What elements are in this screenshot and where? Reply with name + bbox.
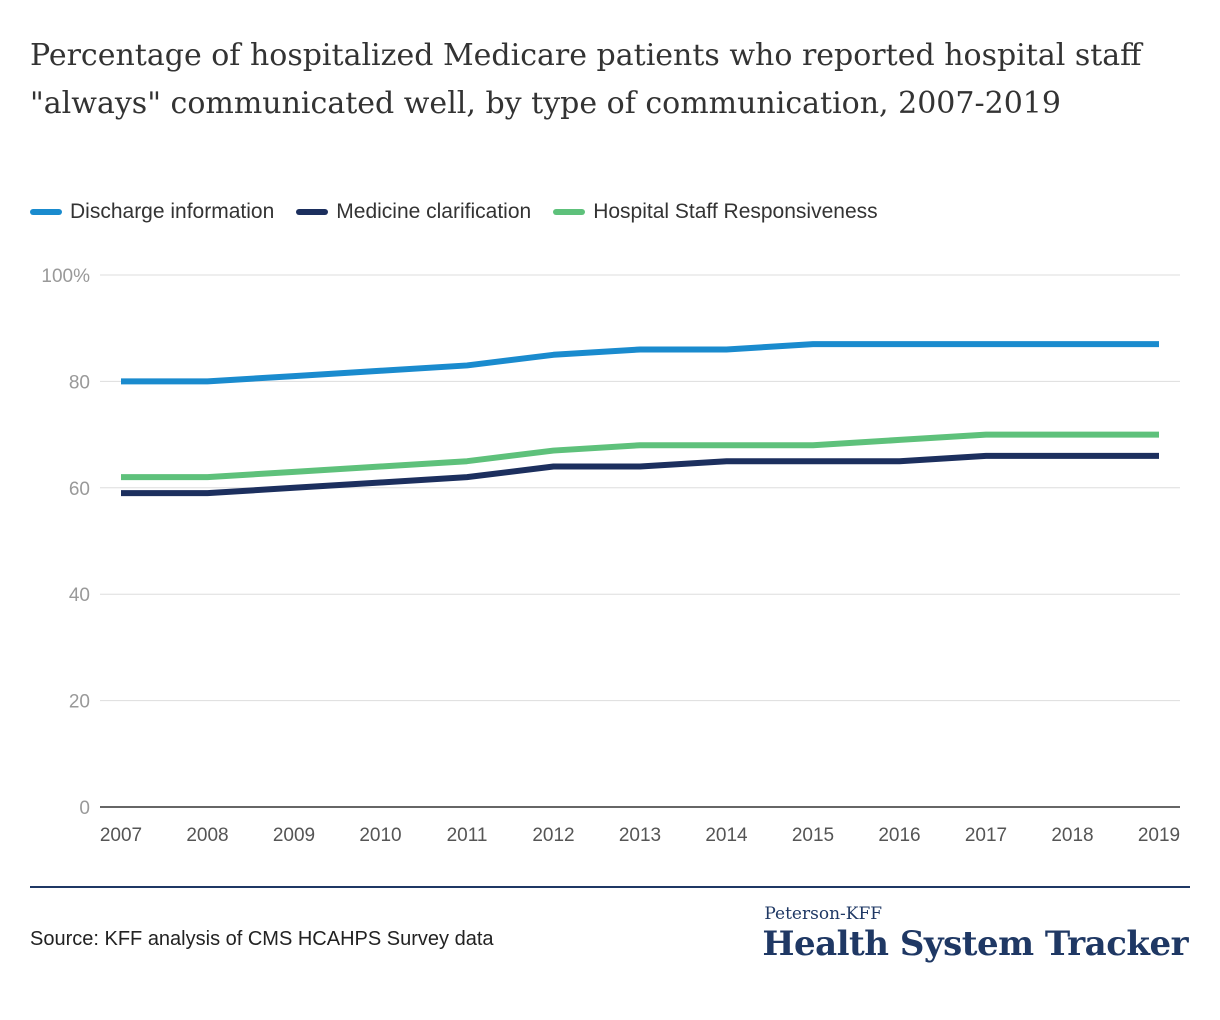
- legend-item-medicine: Medicine clarification: [296, 200, 531, 224]
- x-tick-label: 2009: [273, 825, 315, 846]
- legend: Discharge information Medicine clarifica…: [30, 200, 900, 224]
- legend-label-medicine: Medicine clarification: [336, 200, 532, 223]
- x-tick-label: 2012: [532, 825, 574, 846]
- x-tick-label: 2013: [619, 825, 661, 846]
- x-tick-label: 2017: [965, 825, 1007, 846]
- y-tick-label: 40: [69, 585, 90, 606]
- x-tick-label: 2014: [705, 825, 748, 846]
- x-tick-label: 2007: [100, 825, 142, 846]
- source-note: Source: KFF analysis of CMS HCAHPS Surve…: [30, 928, 494, 950]
- series-line-discharge-information: [121, 341, 1159, 385]
- x-tick-label: 2018: [1051, 825, 1093, 846]
- brand-logo: Peterson-KFF Health System Tracker: [762, 904, 1188, 964]
- legend-label-responsiveness: Hospital Staff Responsiveness: [593, 200, 878, 223]
- x-tick-label: 2016: [878, 825, 920, 846]
- legend-swatch-responsiveness: [553, 209, 586, 215]
- footer-divider: [30, 886, 1190, 888]
- y-tick-label: 100%: [41, 266, 90, 287]
- brand-top-text: Peterson-KFF: [764, 904, 883, 924]
- x-tick-label: 2008: [186, 825, 228, 846]
- brand-main-text: Health System Tracker: [762, 924, 1188, 964]
- y-tick-label: 20: [69, 692, 90, 713]
- chart-title: Percentage of hospitalized Medicare pati…: [30, 38, 1142, 121]
- legend-swatch-discharge: [30, 209, 62, 215]
- series-line-hospital-staff-responsiveness: [121, 431, 1159, 481]
- x-tick-label: 2019: [1138, 825, 1180, 846]
- x-tick-label: 2015: [792, 825, 834, 846]
- legend-item-responsiveness: Hospital Staff Responsiveness: [553, 200, 878, 224]
- legend-label-discharge: Discharge information: [70, 200, 275, 223]
- line-chart: 0 20 40 60 80 100% 2007 2008 2009 2010 2011 2012 201…: [41, 266, 1180, 846]
- legend-item-discharge: Discharge information: [30, 200, 274, 224]
- y-tick-label: 60: [69, 479, 90, 500]
- series-line-medicine-clarification: [121, 452, 1159, 497]
- legend-swatch-medicine: [296, 209, 329, 215]
- x-tick-label: 2011: [447, 825, 488, 846]
- y-tick-label: 80: [69, 372, 90, 393]
- x-tick-label: 2010: [359, 825, 401, 846]
- y-tick-label: 0: [79, 798, 90, 819]
